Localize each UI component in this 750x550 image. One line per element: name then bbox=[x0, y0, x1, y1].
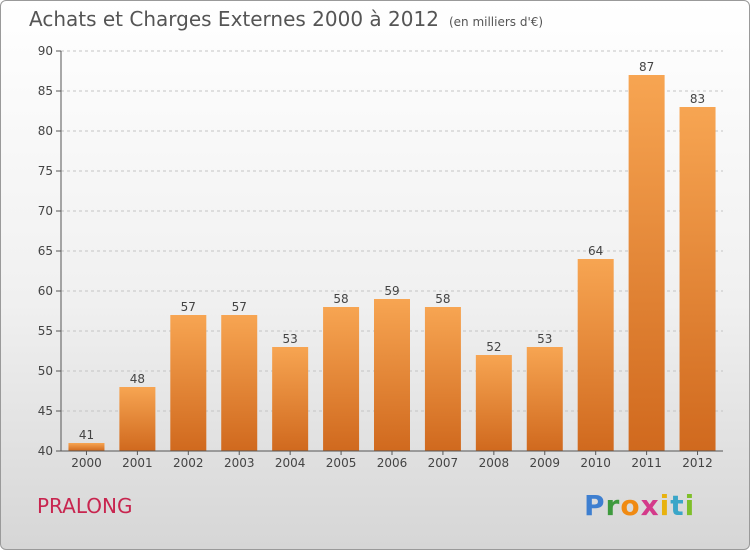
y-tick-label: 70 bbox=[38, 204, 53, 218]
chart-title-text: Achats et Charges Externes 2000 à 2012 bbox=[29, 7, 439, 31]
bar bbox=[68, 443, 105, 451]
bar-value-label: 48 bbox=[130, 372, 145, 386]
y-tick-label: 50 bbox=[38, 364, 53, 378]
bar bbox=[119, 387, 156, 451]
y-tick-label: 85 bbox=[38, 84, 53, 98]
bar-value-label: 58 bbox=[333, 292, 348, 306]
bar bbox=[221, 315, 258, 451]
x-tick-label: 2003 bbox=[224, 456, 255, 470]
bar-value-label: 83 bbox=[690, 92, 705, 106]
bar bbox=[679, 107, 716, 451]
bar bbox=[170, 315, 207, 451]
bar-value-label: 57 bbox=[181, 300, 196, 314]
x-tick-label: 2007 bbox=[428, 456, 459, 470]
x-tick-label: 2002 bbox=[173, 456, 204, 470]
bar-value-label: 53 bbox=[537, 332, 552, 346]
y-tick-label: 40 bbox=[38, 444, 53, 458]
commune-name: PRALONG bbox=[37, 494, 133, 518]
bar-value-label: 57 bbox=[232, 300, 247, 314]
bar-value-label: 53 bbox=[283, 332, 298, 346]
chart-subtitle: (en milliers d'€) bbox=[448, 15, 544, 29]
bar-value-label: 87 bbox=[639, 60, 654, 74]
y-tick-label: 90 bbox=[38, 44, 53, 58]
chart-title: Achats et Charges Externes 2000 à 2012 (e… bbox=[29, 7, 543, 31]
bar bbox=[526, 347, 563, 451]
y-tick-label: 80 bbox=[38, 124, 53, 138]
x-tick-label: 2004 bbox=[275, 456, 306, 470]
bar-value-label: 52 bbox=[486, 340, 501, 354]
y-tick-label: 65 bbox=[38, 244, 53, 258]
x-tick-label: 2011 bbox=[631, 456, 662, 470]
y-tick-label: 45 bbox=[38, 404, 53, 418]
y-tick-label: 55 bbox=[38, 324, 53, 338]
bar bbox=[374, 299, 410, 451]
bar-value-label: 58 bbox=[435, 292, 450, 306]
bars: 41 48 57 57 53 58 59 58 52 53 64 87 83 bbox=[68, 60, 716, 451]
x-tick-label: 2005 bbox=[326, 456, 357, 470]
x-tick-label: 2010 bbox=[580, 456, 611, 470]
bar bbox=[475, 355, 512, 451]
bar bbox=[628, 75, 665, 451]
x-tick-label: 2008 bbox=[479, 456, 510, 470]
proxiti-logo: Proxiti bbox=[584, 489, 696, 522]
bar-value-label: 64 bbox=[588, 244, 603, 258]
x-tick-label: 2001 bbox=[122, 456, 153, 470]
x-tick-label: 2012 bbox=[682, 456, 713, 470]
y-tick-label: 75 bbox=[38, 164, 53, 178]
x-tick-label: 2000 bbox=[71, 456, 102, 470]
x-tick-label: 2009 bbox=[529, 456, 560, 470]
y-tick-label: 60 bbox=[38, 284, 53, 298]
axes: 40 45 50 55 60 65 70 75 80 85 90 2000 2001 2002 2003 20… bbox=[38, 44, 723, 470]
bar bbox=[323, 307, 360, 451]
bar-value-label: 59 bbox=[384, 284, 399, 298]
bar bbox=[577, 259, 614, 451]
bar bbox=[424, 307, 461, 451]
bar bbox=[272, 347, 309, 451]
x-tick-label: 2006 bbox=[377, 456, 408, 470]
bar-value-label: 41 bbox=[79, 428, 94, 442]
